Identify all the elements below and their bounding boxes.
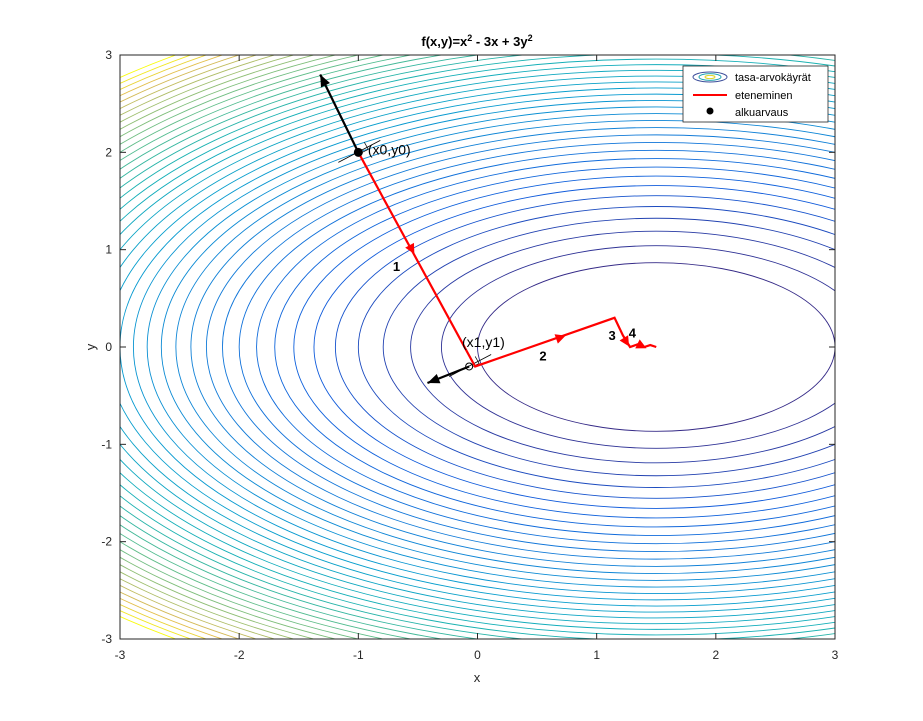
x-tick-label: -1 bbox=[353, 648, 364, 662]
x-tick-label: 0 bbox=[474, 648, 481, 662]
gradient-arrow-head bbox=[427, 373, 441, 384]
contour-line bbox=[357, 206, 835, 488]
x-tick-label: -3 bbox=[115, 648, 126, 662]
x1-point-marker bbox=[465, 362, 474, 371]
step-label: 1 bbox=[393, 259, 400, 274]
y-axis-label: y bbox=[83, 343, 98, 350]
contour-line bbox=[256, 158, 835, 536]
legend-start-swatch bbox=[706, 107, 714, 115]
x-tick-label: 1 bbox=[593, 648, 600, 662]
y-tick-label: -2 bbox=[101, 535, 112, 549]
contour-line bbox=[238, 149, 835, 545]
y-tick-label: -3 bbox=[101, 632, 112, 646]
x-axis: -3 -2 -1 0 1 2 3 bbox=[115, 55, 839, 662]
contour-line bbox=[382, 217, 835, 477]
title-sup2: 2 bbox=[528, 33, 533, 43]
contour-line bbox=[133, 100, 835, 594]
contour-line bbox=[190, 127, 835, 567]
contour-line bbox=[222, 142, 835, 552]
path-direction-arrow bbox=[405, 242, 415, 255]
contour-line bbox=[274, 166, 835, 528]
y-axis: -3 -2 -1 0 1 2 3 bbox=[101, 48, 835, 646]
right-angle-mark bbox=[362, 142, 369, 153]
y-tick-label: 0 bbox=[105, 340, 112, 354]
x-tick-label: -2 bbox=[234, 648, 245, 662]
legend: tasa-arvokäyrät eteneminen alkuarvaus bbox=[682, 65, 829, 123]
y-tick-label: 2 bbox=[105, 145, 112, 159]
step-label: 3 bbox=[609, 328, 616, 343]
title-sup1: 2 bbox=[467, 33, 472, 43]
legend-label-path: eteneminen bbox=[735, 90, 793, 102]
gradient-arrow bbox=[319, 73, 360, 153]
y-tick-label: 1 bbox=[105, 243, 112, 257]
contour-line bbox=[146, 106, 835, 588]
contour-line bbox=[120, 81, 835, 613]
descent-path bbox=[357, 151, 657, 368]
path-direction-arrow bbox=[619, 335, 630, 347]
contour-line bbox=[293, 175, 835, 519]
step-label: 2 bbox=[539, 349, 546, 364]
contour-line bbox=[120, 58, 835, 636]
path-overlay bbox=[319, 73, 657, 385]
contour-line bbox=[410, 230, 835, 464]
contour-line bbox=[441, 245, 835, 449]
y-tick-label: 3 bbox=[105, 48, 112, 62]
gradient-arrow-head bbox=[320, 74, 330, 88]
path-direction-arrow bbox=[635, 339, 647, 349]
step-label: 4 bbox=[629, 325, 637, 340]
contour-line bbox=[175, 120, 835, 574]
contour-line bbox=[120, 75, 835, 619]
x-tick-label: 2 bbox=[712, 648, 719, 662]
tangent-line bbox=[448, 354, 492, 377]
contour-line bbox=[120, 87, 835, 607]
contour-line bbox=[206, 134, 835, 560]
x-axis-label: x bbox=[474, 670, 481, 685]
contour-line bbox=[120, 69, 835, 625]
path-direction-arrow bbox=[554, 334, 566, 344]
point-label: (x1,y1) bbox=[462, 334, 505, 350]
y-tick-label: -1 bbox=[101, 437, 112, 451]
legend-label-contours: tasa-arvokäyrät bbox=[735, 72, 811, 84]
start-point-marker bbox=[353, 147, 363, 157]
x-tick-label: 3 bbox=[832, 648, 839, 662]
legend-contour-swatch bbox=[692, 71, 728, 83]
title-base: f(x,y)=x bbox=[421, 34, 468, 49]
legend-label-start: alkuarvaus bbox=[735, 107, 789, 119]
contour-line bbox=[120, 93, 835, 601]
contour-line bbox=[477, 262, 835, 432]
contour-line bbox=[313, 185, 835, 509]
contour-line bbox=[335, 195, 835, 499]
annotation-labels: 1 2 3 4 (x0,y0) (x1,y1) bbox=[368, 141, 637, 363]
title-mid: - 3x + 3y bbox=[472, 34, 528, 49]
chart-title: f(x,y)=x2 - 3x + 3y2 bbox=[421, 33, 532, 49]
point-label: (x0,y0) bbox=[368, 141, 411, 157]
contour-line bbox=[161, 113, 835, 581]
contour-line bbox=[120, 64, 835, 630]
